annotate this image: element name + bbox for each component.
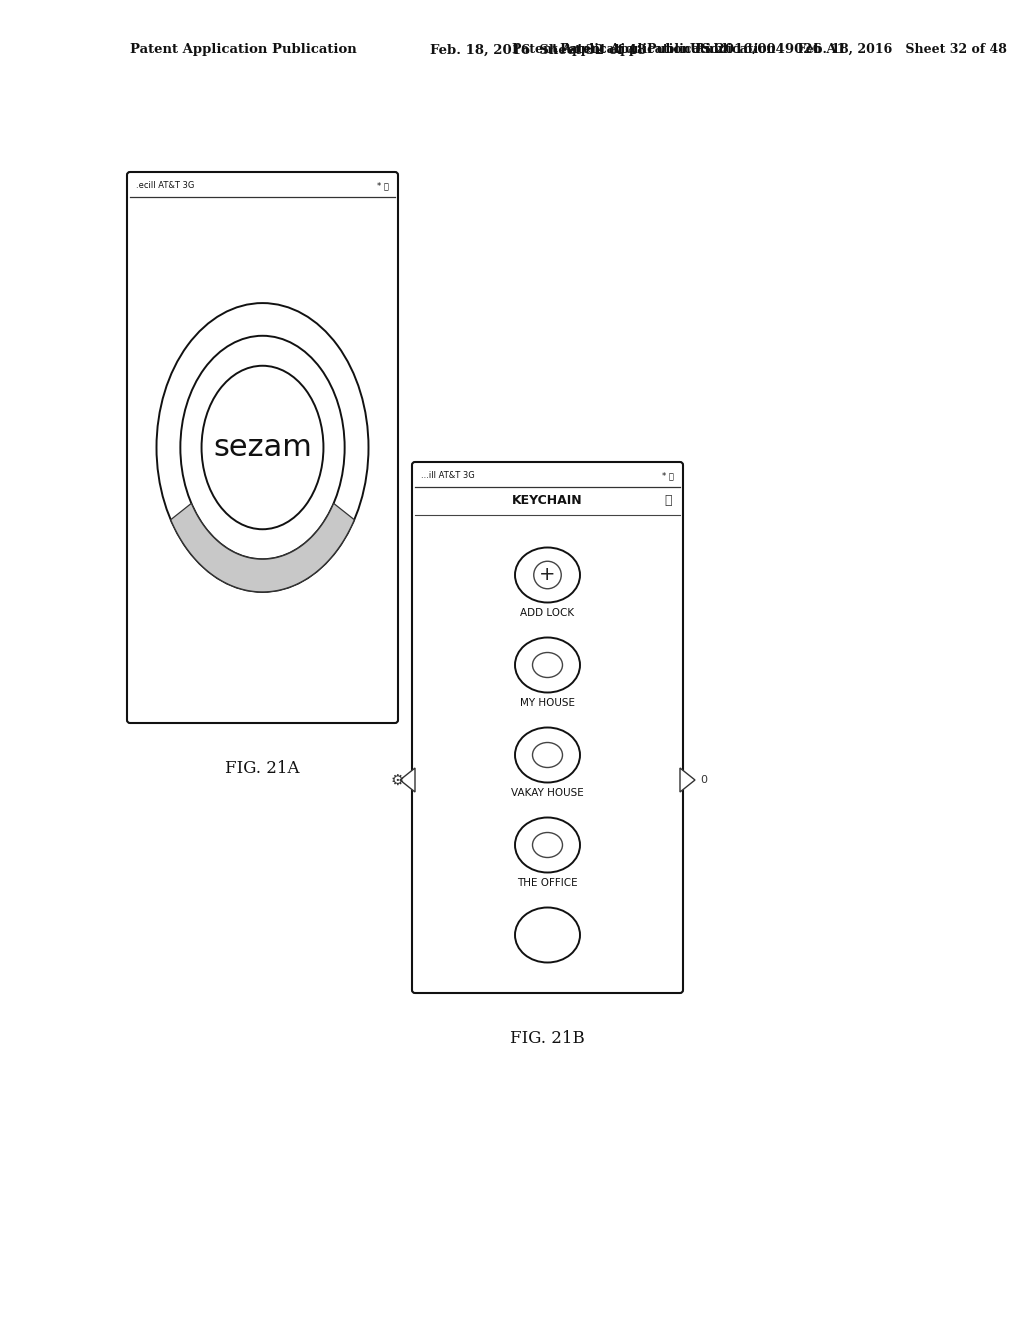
Ellipse shape: [515, 727, 580, 783]
Text: Patent Application Publication: Patent Application Publication: [512, 44, 727, 57]
Polygon shape: [400, 768, 415, 792]
Polygon shape: [171, 503, 354, 591]
Text: sezam: sezam: [213, 433, 312, 462]
Ellipse shape: [532, 652, 562, 677]
Text: THE OFFICE: THE OFFICE: [517, 879, 578, 888]
Text: .ecill AT&T 3G: .ecill AT&T 3G: [136, 181, 195, 190]
Text: Feb. 18, 2016  Sheet 32 of 48: Feb. 18, 2016 Sheet 32 of 48: [430, 44, 646, 57]
Text: 0: 0: [700, 775, 707, 785]
FancyBboxPatch shape: [412, 462, 683, 993]
Ellipse shape: [157, 304, 369, 591]
Ellipse shape: [532, 742, 562, 767]
Ellipse shape: [515, 548, 580, 602]
Text: +: +: [540, 565, 556, 585]
Text: FIG. 21B: FIG. 21B: [510, 1030, 585, 1047]
Text: Patent Application Publication: Patent Application Publication: [130, 44, 356, 57]
Ellipse shape: [515, 817, 580, 873]
Text: ADD LOCK: ADD LOCK: [520, 609, 574, 619]
Ellipse shape: [532, 833, 562, 858]
Text: ⌕: ⌕: [665, 495, 672, 507]
Text: ...ill AT&T 3G: ...ill AT&T 3G: [421, 471, 475, 480]
Polygon shape: [680, 768, 695, 792]
FancyBboxPatch shape: [127, 172, 398, 723]
Text: KEYCHAIN: KEYCHAIN: [512, 495, 583, 507]
Text: ⚙: ⚙: [390, 772, 403, 788]
Ellipse shape: [515, 908, 580, 962]
Text: * ⎓: * ⎓: [663, 471, 674, 480]
Text: Patent Application Publication     Feb. 18, 2016   Sheet 32 of 48     US 2016/00: Patent Application Publication Feb. 18, …: [512, 44, 1024, 57]
Text: FIG. 21A: FIG. 21A: [225, 760, 300, 777]
Ellipse shape: [515, 638, 580, 693]
Ellipse shape: [202, 366, 324, 529]
Text: VAKAY HOUSE: VAKAY HOUSE: [511, 788, 584, 799]
Ellipse shape: [180, 335, 345, 560]
Text: * ⎓: * ⎓: [377, 181, 389, 190]
Circle shape: [534, 561, 561, 589]
Text: US 2016/0049026 A1: US 2016/0049026 A1: [690, 44, 846, 57]
Text: MY HOUSE: MY HOUSE: [520, 698, 575, 709]
